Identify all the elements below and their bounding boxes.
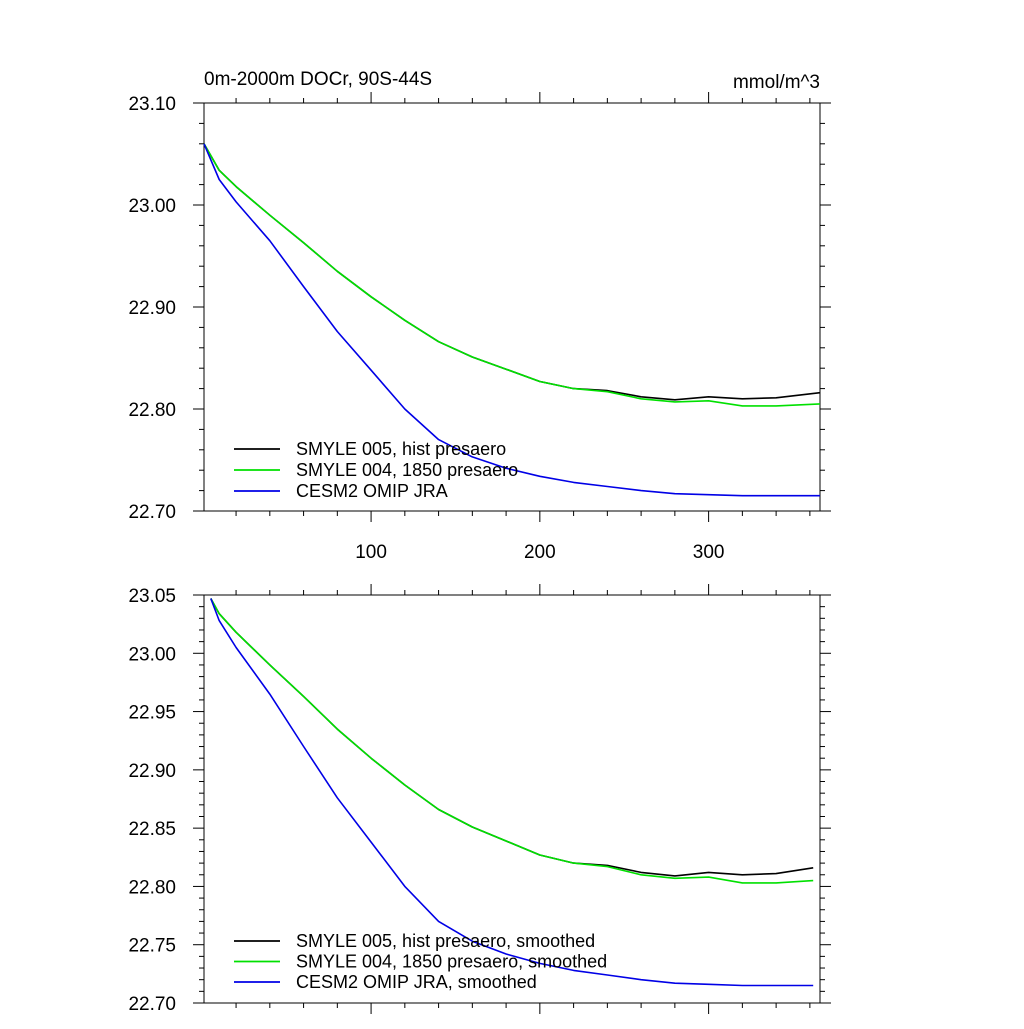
legend-label: SMYLE 004, 1850 presaero, smoothed: [296, 952, 607, 972]
top-panel: 22.70 22.80 22.90 23.00 23.10 100 200 300 0m-200…: [128, 69, 831, 563]
y-tick-label: 23.00: [128, 644, 176, 665]
units-label: mmol/m^3: [733, 72, 820, 93]
y-tick-label: 23.05: [128, 586, 176, 607]
series-line-cesm2-omip-jra-smoothed: [210, 598, 814, 987]
y-tick-label: 22.90: [128, 298, 176, 319]
y-tick-label: 23.10: [128, 94, 176, 115]
x-tick-label: 300: [693, 542, 725, 563]
y-tick-label: 22.85: [128, 819, 176, 840]
series-line-smyle-005-hist-presaero: [203, 143, 821, 401]
x-tick-label: 200: [524, 542, 556, 563]
y-tick-label: 22.80: [128, 877, 176, 898]
y-tick-label: 22.95: [128, 703, 176, 724]
series-line-smyle-004-1850-presaero: [203, 143, 821, 407]
legend-label: SMYLE 004, 1850 presaero: [296, 460, 518, 480]
chart-title: 0m-2000m DOCr, 90S-44S: [204, 69, 432, 90]
bottom-panel: 22.70 22.75 22.80 22.85 22.90 22.95 23.00 23.05…: [128, 584, 831, 1015]
x-tick-label: 100: [355, 542, 387, 563]
legend-label: SMYLE 005, hist presaero: [296, 439, 506, 459]
y-tick-label: 22.70: [128, 994, 176, 1015]
legend-label: SMYLE 005, hist presaero, smoothed: [296, 931, 595, 951]
y-tick-label: 22.75: [128, 936, 176, 957]
plot-frame: [203, 594, 821, 1004]
y-tick-label: 22.70: [128, 502, 176, 523]
series-line-smyle-004-1850-presaero-smoothed: [210, 598, 814, 884]
y-tick-label: 22.90: [128, 761, 176, 782]
series-line-cesm2-omip-jra: [203, 143, 820, 497]
y-tick-label: 22.80: [128, 400, 176, 421]
legend-label: CESM2 OMIP JRA, smoothed: [296, 972, 537, 992]
series-line-smyle-005-hist-presaero-smoothed: [210, 598, 814, 877]
y-tick-label: 23.00: [128, 196, 176, 217]
legend-label: CESM2 OMIP JRA: [296, 481, 448, 501]
